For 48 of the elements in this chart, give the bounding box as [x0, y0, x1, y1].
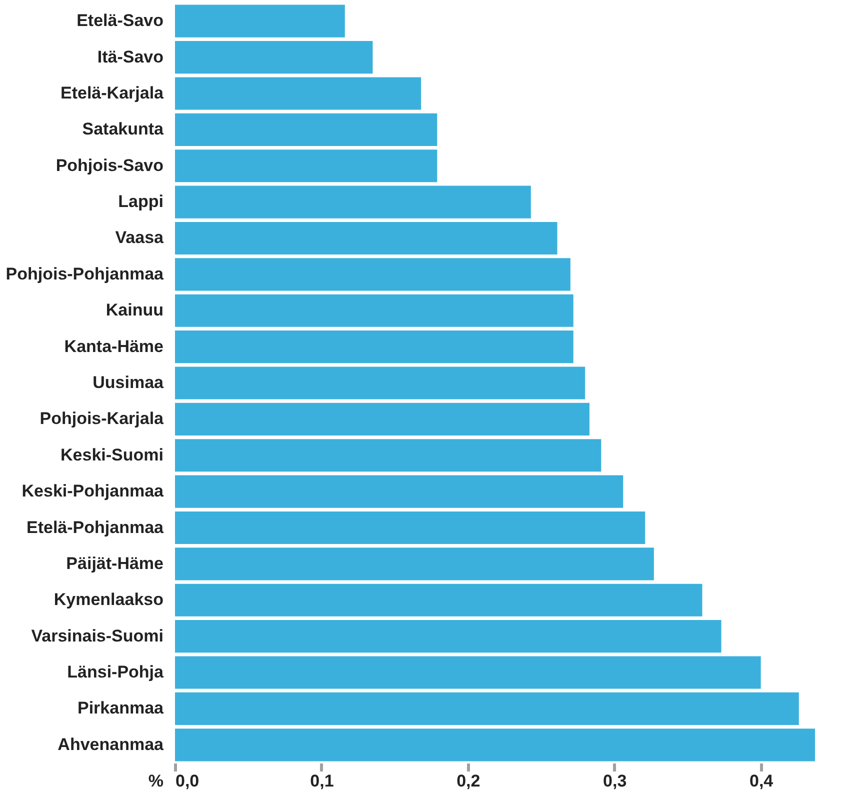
y-tick-label: Etelä-Pohjanmaa [26, 518, 164, 537]
bar [175, 475, 624, 508]
y-tick-label: Keski-Pohjanmaa [22, 482, 164, 501]
y-tick-label: Varsinais-Suomi [31, 626, 164, 646]
bar [175, 294, 574, 327]
y-tick-label: Länsi-Pohja [67, 662, 164, 682]
y-tick-label: Ahvenanmaa [58, 734, 164, 754]
y-tick-label: Pohjois-Savo [56, 156, 164, 175]
bar [175, 656, 761, 689]
y-tick-label: Etelä-Savo [76, 11, 164, 30]
x-tick-label: 0,2 [456, 772, 480, 790]
bar [175, 366, 586, 400]
bar [175, 113, 438, 146]
bar [175, 620, 722, 653]
x-tick-label: 0,3 [603, 772, 627, 790]
y-tick-label: Vaasa [115, 228, 164, 248]
bar [175, 584, 702, 616]
bar [175, 258, 570, 291]
bar [175, 728, 815, 762]
bar [175, 77, 422, 110]
y-tick-label: Päijät-Häme [66, 554, 164, 573]
bar [175, 548, 654, 580]
y-tick-label: Satakunta [82, 120, 164, 139]
x-tick-label: 0,1 [310, 772, 334, 790]
y-tick-label: Etelä-Karjala [60, 83, 164, 102]
y-tick-label: Kanta-Häme [64, 336, 164, 356]
bar [175, 41, 373, 74]
y-tick-label: Keski-Suomi [60, 445, 164, 464]
y-tick-label: Uusimaa [92, 373, 164, 392]
x-tick-label: 0,0 [176, 772, 200, 790]
bar [175, 222, 558, 255]
bar [175, 4, 345, 38]
y-tick-label: Pohjois-Karjala [40, 409, 164, 428]
bar [175, 692, 799, 725]
bar [175, 511, 646, 544]
bar [175, 439, 602, 472]
y-tick-label: Lappi [118, 192, 164, 212]
x-axis-title: % [148, 772, 164, 790]
bar [175, 186, 531, 218]
x-tick-label: 0,4 [749, 772, 774, 790]
y-tick-label: Pohjois-Pohjanmaa [6, 264, 164, 284]
bar [175, 330, 574, 364]
y-tick-label: Itä-Savo [97, 47, 164, 66]
bar [175, 150, 438, 182]
y-tick-label: Pirkanmaa [78, 698, 164, 718]
bar [175, 402, 590, 436]
y-tick-label: Kainuu [106, 300, 164, 320]
y-tick-label: Kymenlaakso [54, 590, 164, 610]
